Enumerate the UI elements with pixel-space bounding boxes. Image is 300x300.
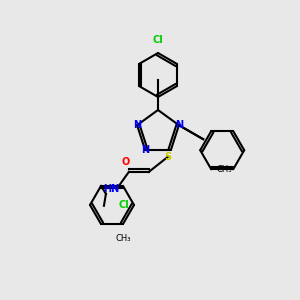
Text: Cl: Cl	[118, 200, 129, 210]
Text: O: O	[122, 157, 130, 167]
Text: S: S	[164, 152, 172, 162]
Text: HN: HN	[103, 184, 119, 194]
Text: N: N	[133, 120, 141, 130]
Text: N: N	[141, 145, 149, 155]
Text: CH₃: CH₃	[216, 165, 232, 174]
Text: CH₃: CH₃	[115, 234, 131, 243]
Text: Cl: Cl	[153, 35, 164, 45]
Text: N: N	[175, 120, 183, 130]
